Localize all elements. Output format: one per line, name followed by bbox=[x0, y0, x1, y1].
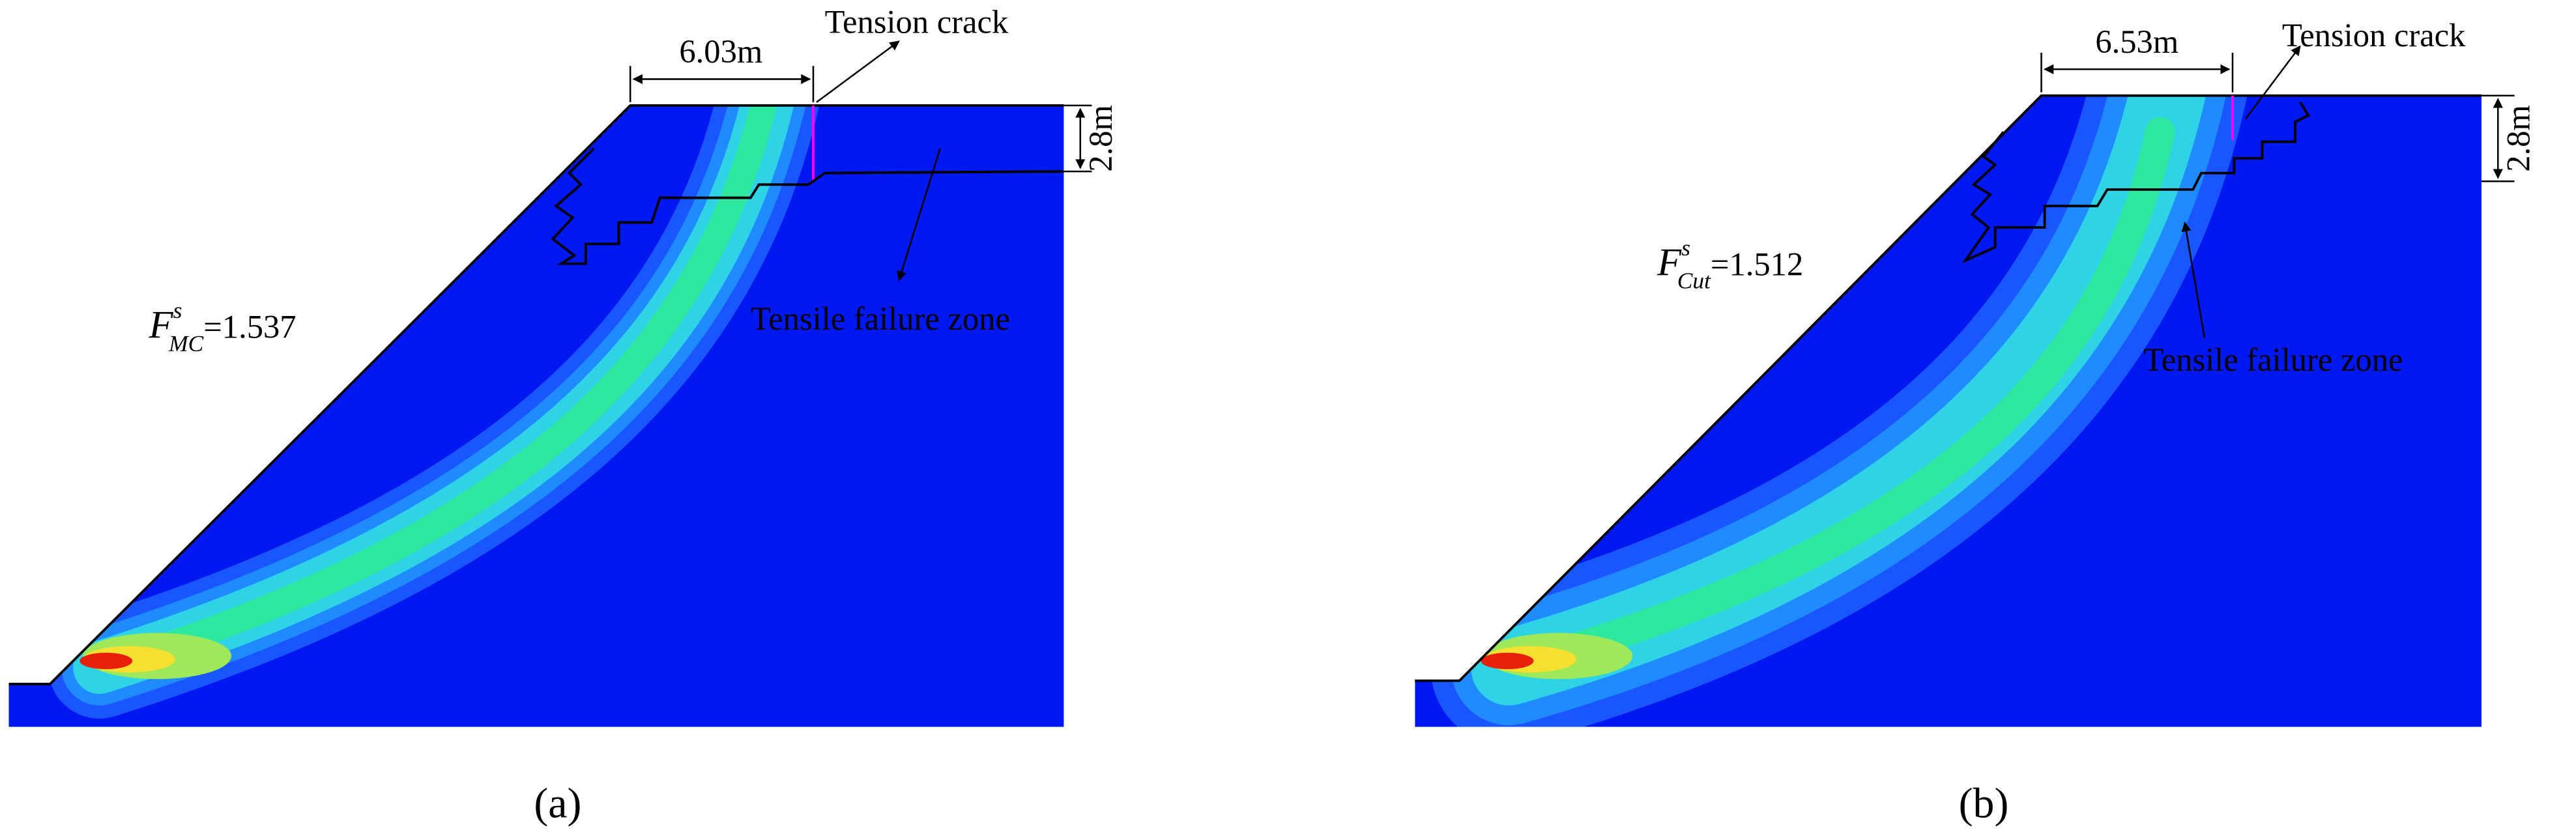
depth-label: 2.8m bbox=[1082, 105, 1119, 172]
width-label: 6.53m bbox=[2095, 23, 2178, 60]
factor-superscript: s bbox=[173, 297, 182, 323]
factor-subscript: Cut bbox=[1677, 268, 1711, 294]
zone-label: Tensile failure zone bbox=[2143, 341, 2403, 378]
contour-plot bbox=[8, 105, 1064, 727]
safety-factor: Fs Cut=1.512 bbox=[1657, 235, 1803, 294]
width-label: 6.03m bbox=[679, 33, 762, 70]
panel-a: 6.03m Tension crack 2.8m Tensile failure… bbox=[8, 4, 1119, 827]
factor-symbol: F bbox=[149, 304, 174, 347]
depth-label: 2.8m bbox=[2500, 105, 2536, 172]
factor-superscript: s bbox=[1681, 235, 1690, 261]
factor-symbol: F bbox=[1657, 240, 1682, 284]
factor-value: =1.512 bbox=[1711, 246, 1803, 282]
caption: (a) bbox=[534, 780, 581, 827]
crack-label: Tension crack bbox=[825, 4, 1009, 40]
contour-plot bbox=[1415, 95, 2482, 727]
caption: (b) bbox=[1959, 780, 2009, 827]
factor-subscript: MC bbox=[168, 330, 203, 356]
zone-label: Tensile failure zone bbox=[751, 300, 1010, 337]
factor-value: =1.537 bbox=[203, 309, 296, 345]
panel-b: 6.53m Tension crack 2.8m Tensile failure… bbox=[1415, 17, 2536, 827]
safety-factor: Fs MC=1.537 bbox=[149, 297, 297, 356]
crack-label: Tension crack bbox=[2282, 17, 2466, 53]
